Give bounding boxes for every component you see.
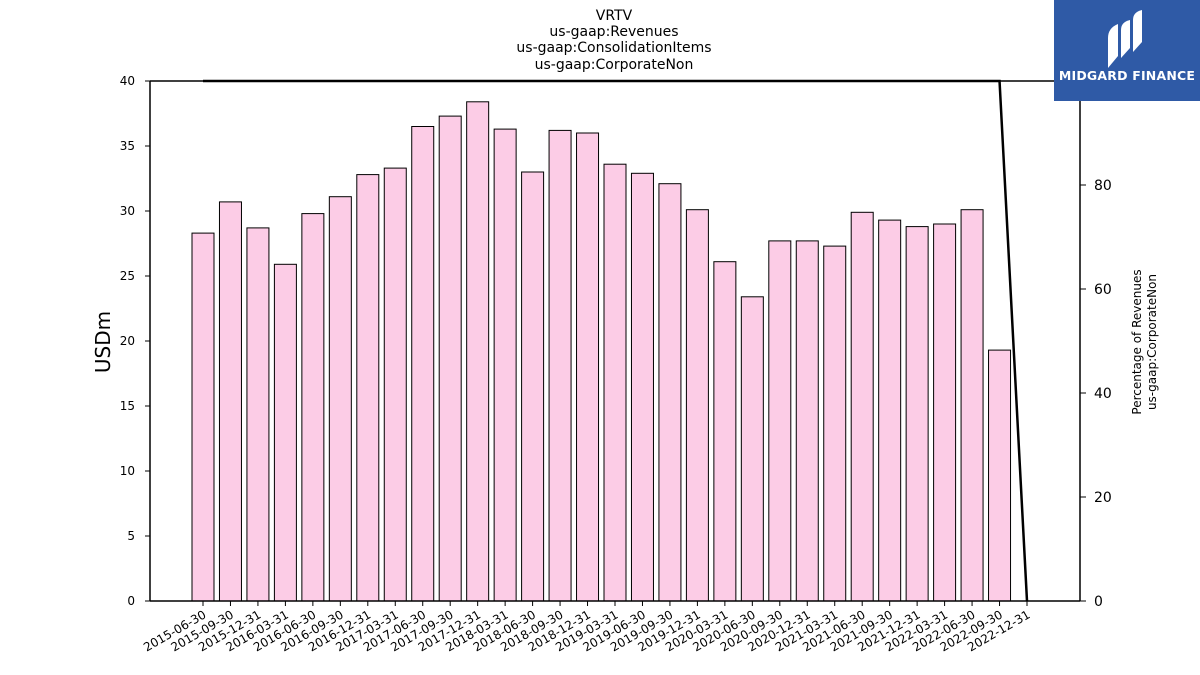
bars-group bbox=[191, 101, 1012, 602]
x-ticks: 2015-06-302015-09-302015-12-312016-03-31… bbox=[141, 601, 1033, 654]
y2-tick-label: 80 bbox=[1094, 178, 1112, 194]
bar-2017-06-30 bbox=[411, 126, 435, 602]
y-ticks: 0 5 10 15 20 25 30 35 40 bbox=[120, 74, 150, 608]
bar-2019-03-31 bbox=[603, 163, 627, 602]
chart-title-line: VRTV bbox=[596, 8, 633, 24]
y-axis-label: USDm bbox=[91, 311, 115, 373]
bar-2020-09-30 bbox=[768, 240, 792, 602]
y-tick-label: 20 bbox=[120, 334, 135, 348]
bar-2018-03-31 bbox=[493, 128, 517, 602]
y2-tick-label: 0 bbox=[1094, 594, 1103, 610]
bar-2016-06-30 bbox=[301, 213, 325, 602]
y2-axis-label-line: us-gaap:CorporateNon bbox=[1145, 274, 1159, 410]
bar-2019-06-30 bbox=[630, 172, 654, 602]
y2-tick-label: 60 bbox=[1094, 282, 1112, 298]
bar-2018-09-30 bbox=[548, 129, 572, 602]
chart-title-line: us-gaap:CorporateNon bbox=[535, 57, 694, 73]
bar-2017-03-31 bbox=[383, 167, 407, 602]
bar-2022-06-30 bbox=[960, 209, 984, 602]
bar-2021-09-30 bbox=[878, 219, 902, 602]
bar-2015-09-30 bbox=[218, 201, 242, 602]
y-tick-label: 40 bbox=[120, 74, 135, 88]
bar-2018-12-31 bbox=[576, 132, 600, 602]
midgard-logo-icon bbox=[1108, 10, 1142, 68]
y2-tick-label: 40 bbox=[1094, 386, 1112, 402]
y2-tick-label: 20 bbox=[1094, 490, 1112, 506]
y-tick-label: 0 bbox=[127, 594, 135, 608]
bar-2016-03-31 bbox=[273, 263, 297, 602]
bar-2016-12-31 bbox=[356, 174, 380, 602]
y2-axis-label-line: Percentage of Revenues bbox=[1130, 269, 1144, 414]
bar-2021-12-31 bbox=[905, 226, 929, 602]
y2-axis-label: Percentage of Revenues us-gaap:Corporate… bbox=[1130, 269, 1159, 414]
chart-title: VRTV us-gaap:Revenues us-gaap:Consolidat… bbox=[516, 8, 711, 73]
bar-2021-06-30 bbox=[850, 211, 874, 602]
y-tick-label: 10 bbox=[120, 464, 135, 478]
chart-title-line: us-gaap:ConsolidationItems bbox=[516, 40, 711, 56]
bar-2022-03-31 bbox=[933, 223, 957, 602]
bar-2016-09-30 bbox=[328, 196, 352, 602]
y-tick-label: 5 bbox=[127, 529, 135, 543]
bar-2022-09-30 bbox=[988, 349, 1012, 602]
y-tick-label: 30 bbox=[120, 204, 135, 218]
y-tick-label: 35 bbox=[120, 139, 135, 153]
bar-2019-12-31 bbox=[685, 209, 709, 602]
bar-2017-09-30 bbox=[438, 115, 462, 602]
bar-2015-06-30 bbox=[191, 232, 215, 602]
chart-title-line: us-gaap:Revenues bbox=[549, 24, 678, 40]
y-tick-label: 25 bbox=[120, 269, 135, 283]
bar-2020-12-31 bbox=[795, 240, 819, 602]
y-tick-label: 15 bbox=[120, 399, 135, 413]
brand-logo: MIDGARD FINANCE bbox=[1054, 0, 1200, 101]
bar-2020-06-30 bbox=[740, 296, 764, 602]
bar-2018-06-30 bbox=[521, 171, 545, 602]
bar-2021-03-31 bbox=[823, 245, 847, 602]
y2-ticks: 0 20 40 60 80 bbox=[1080, 178, 1112, 610]
logo-text: MIDGARD FINANCE bbox=[1058, 68, 1196, 83]
bar-2017-12-31 bbox=[466, 101, 490, 602]
bar-2019-09-30 bbox=[658, 183, 682, 602]
bar-2020-03-31 bbox=[713, 261, 737, 602]
bar-2015-12-31 bbox=[246, 227, 270, 602]
